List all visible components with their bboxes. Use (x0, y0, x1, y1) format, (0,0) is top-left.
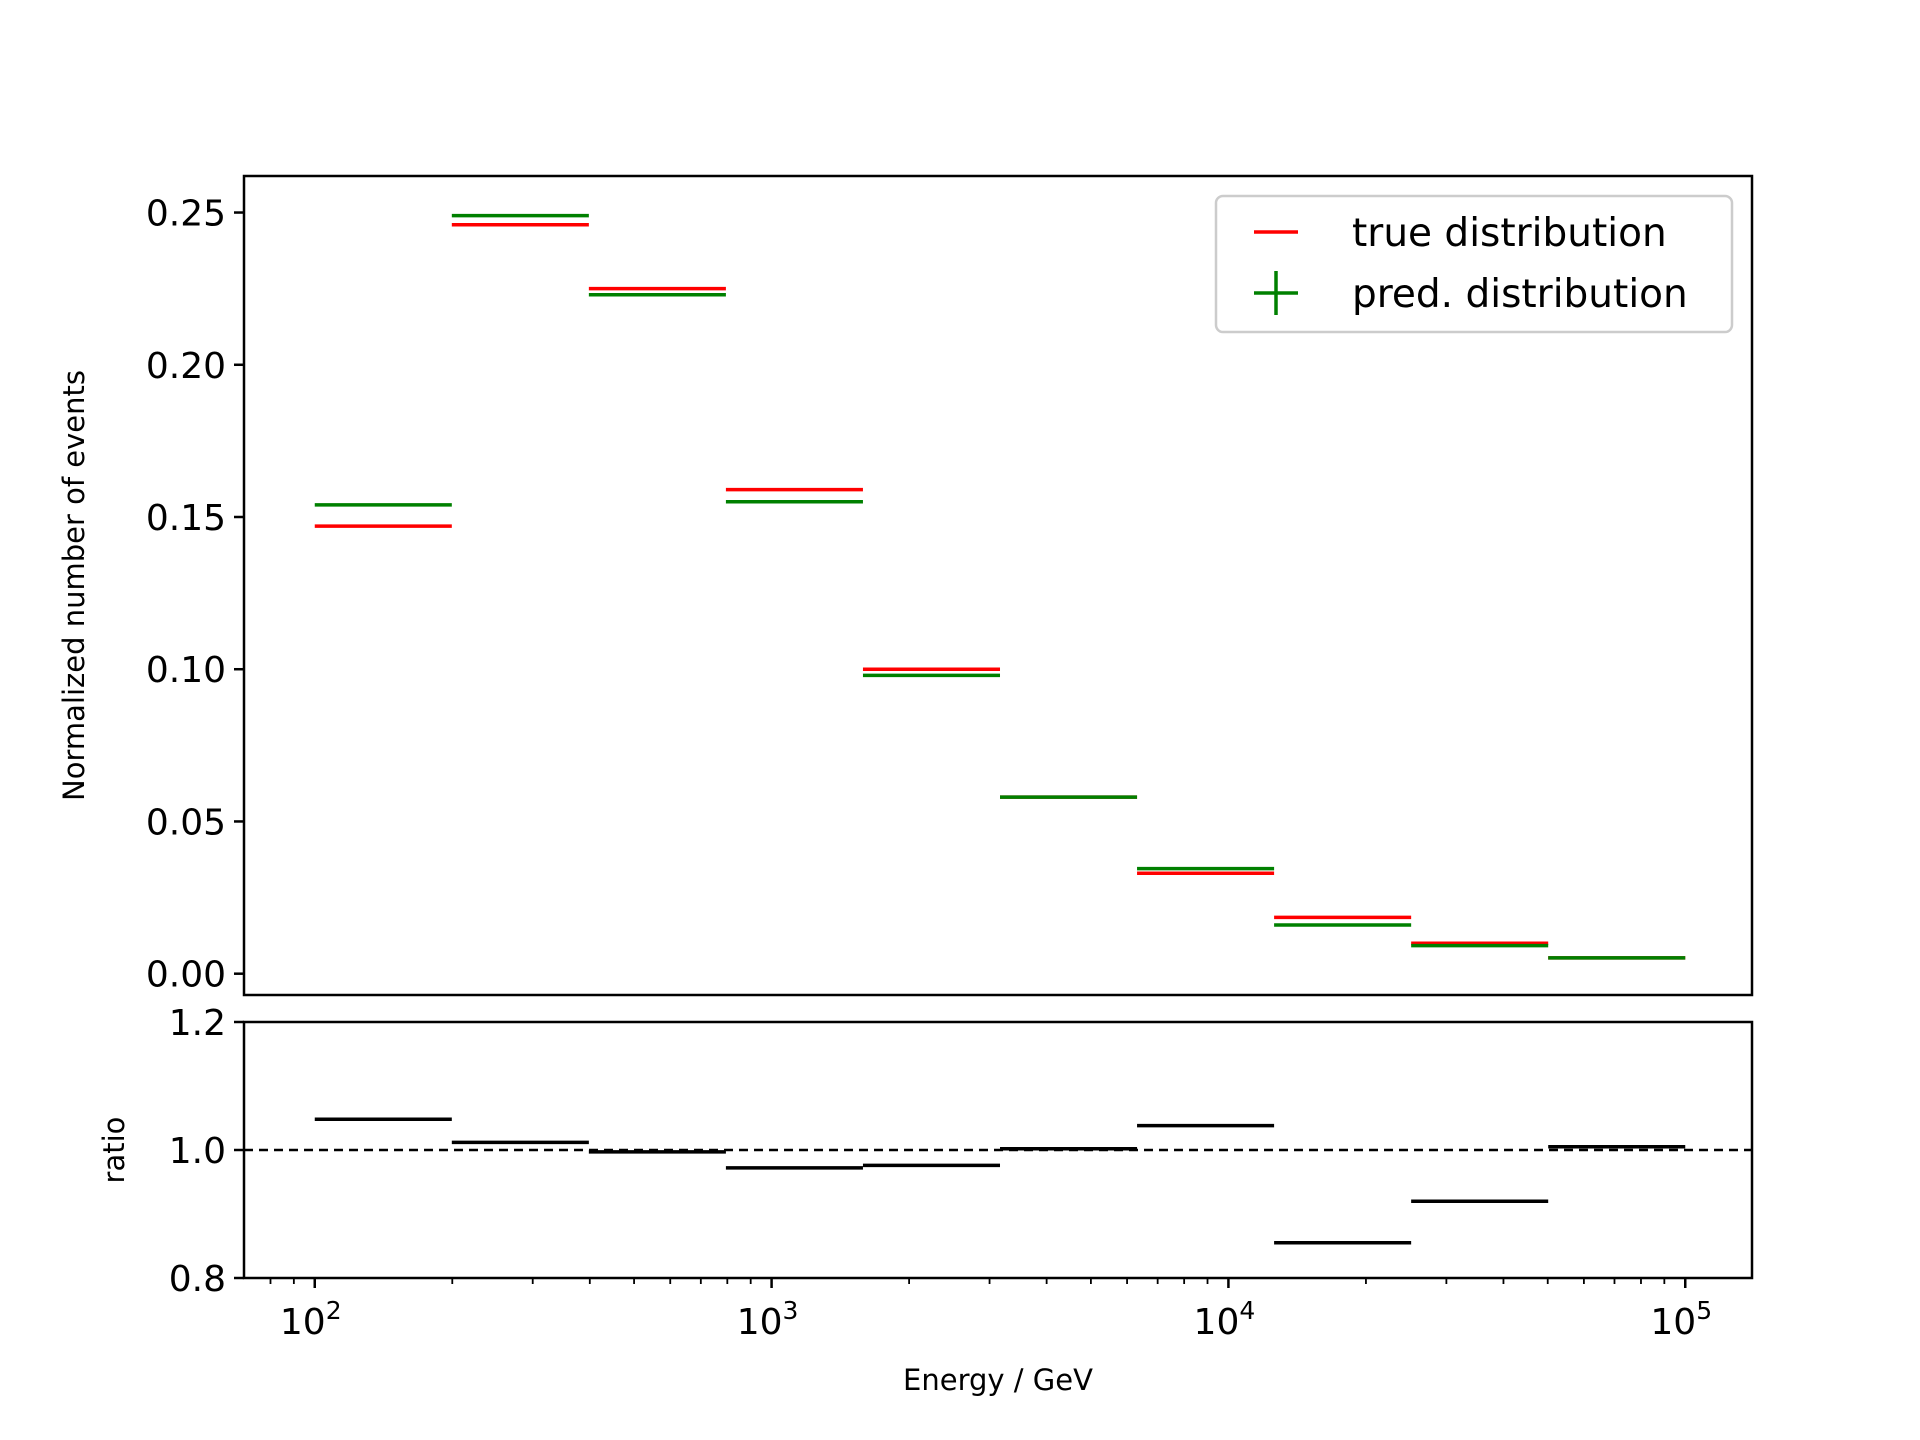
legend-label-true-distribution: true distribution (1352, 211, 1667, 256)
x-axis: 102 103 104 105 (269, 1278, 1712, 1343)
ratio-y-tick-label: 1.2 (169, 1003, 226, 1044)
legend-label-pred-distribution: pred. distribution (1352, 272, 1688, 317)
x-tick-label: 104 (1194, 1296, 1256, 1343)
ratio-y-tick-label: 0.8 (169, 1259, 226, 1300)
ratio-series-group (314, 1117, 1686, 1245)
main-y-tick-label: 0.10 (146, 650, 226, 691)
ratio-y-axis-label: ratio (97, 1117, 131, 1184)
main-series-group (314, 213, 1686, 960)
x-tick-label: 105 (1650, 1296, 1712, 1343)
main-y-tick-label: 0.20 (146, 346, 226, 387)
x-tick-label: 102 (280, 1296, 342, 1343)
ratio-y-axis: 0.8 1.0 1.2 (169, 1003, 244, 1300)
ratio-y-tick-label: 1.0 (169, 1131, 226, 1172)
main-y-tick-label: 0.05 (146, 802, 226, 843)
main-y-axis-label: Normalized number of events (57, 370, 91, 801)
x-tick-label: 103 (737, 1296, 799, 1343)
main-y-tick-label: 0.00 (146, 955, 226, 996)
ratio-plot-panel: 0.8 1.0 1.2 102 103 104 105 ratio Energy / Ge… (97, 1003, 1754, 1397)
main-y-tick-label: 0.15 (146, 498, 226, 539)
x-axis-label: Energy / GeV (903, 1363, 1093, 1397)
main-y-axis: 0.00 0.05 0.10 0.15 0.20 0.25 (146, 194, 244, 996)
legend-box (1214, 194, 1734, 334)
legend: true distribution pred. distribution (1214, 194, 1734, 334)
main-y-tick-label: 0.25 (146, 194, 226, 235)
legend-item-pred-distribution: pred. distribution (1254, 271, 1688, 317)
main-plot-frame (242, 174, 1754, 997)
legend-item-true-distribution: true distribution (1254, 211, 1667, 256)
main-plot-panel: 0.00 0.05 0.10 0.15 0.20 0.25 Normalized numb… (57, 174, 1754, 997)
